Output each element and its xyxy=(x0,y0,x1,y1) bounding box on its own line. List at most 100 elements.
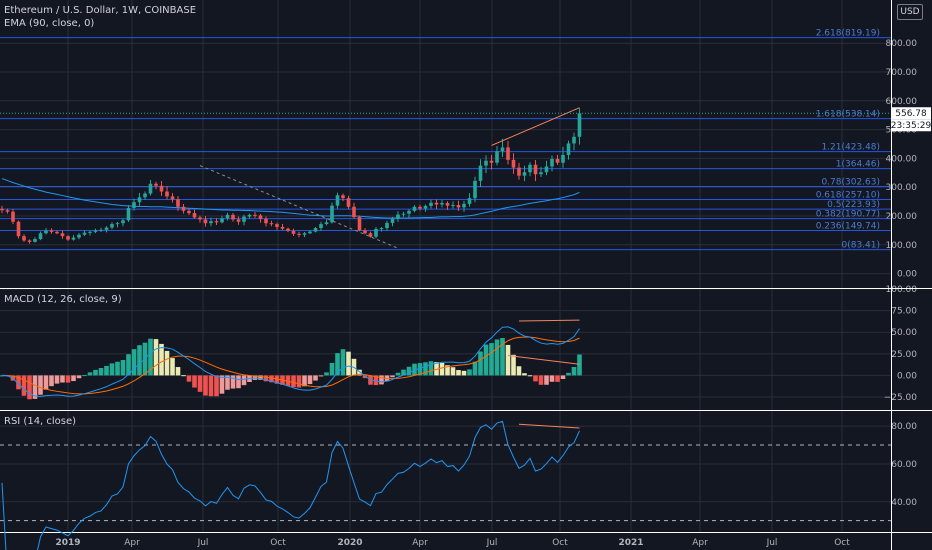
macd-histogram-bar xyxy=(511,354,516,376)
macd-histogram-bar xyxy=(390,375,395,378)
macd-histogram-bar xyxy=(296,375,302,388)
candle-body xyxy=(253,214,257,216)
macd-histogram-bar xyxy=(417,363,423,376)
macd-histogram-bar xyxy=(148,338,153,376)
candle-body xyxy=(198,217,202,220)
candle-body xyxy=(275,224,279,227)
candle-body xyxy=(423,205,428,209)
candle-body xyxy=(445,203,450,206)
candle-body xyxy=(561,154,565,163)
fib-level-label: 2.618(819.19) xyxy=(816,29,880,39)
fib-level-label: 1.21(423.48) xyxy=(821,143,880,153)
candle-body xyxy=(209,221,213,224)
candle-body xyxy=(126,207,131,221)
candle-body xyxy=(33,239,37,242)
candle-body xyxy=(451,205,455,207)
candle-body xyxy=(374,228,378,237)
candle-body xyxy=(258,215,263,219)
candle-body xyxy=(82,232,87,235)
macd-histogram-bar xyxy=(577,354,582,376)
macd-histogram-bar xyxy=(16,375,21,390)
candle-body xyxy=(550,158,554,167)
macd-histogram-bar xyxy=(373,375,379,386)
macd-histogram-bar xyxy=(318,375,324,377)
macd-histogram-bar xyxy=(406,366,412,376)
macd-line xyxy=(1,326,580,397)
candle-body xyxy=(99,229,103,231)
candle-body xyxy=(506,147,510,160)
macd-histogram-bar xyxy=(159,343,164,376)
candle-body xyxy=(297,233,301,235)
candle-body xyxy=(500,147,505,152)
macd-histogram-bar xyxy=(362,375,368,379)
candle-body xyxy=(566,143,571,155)
macd-histogram-bar xyxy=(527,375,533,377)
candle-body xyxy=(236,219,241,222)
countdown-tag-background xyxy=(892,119,931,132)
macd-histogram-bar xyxy=(269,375,274,383)
candle-body xyxy=(379,228,384,230)
candle-body xyxy=(313,228,318,232)
macd-histogram-bar xyxy=(208,375,214,397)
candle-body xyxy=(555,158,560,163)
x-tick-label: Apr xyxy=(692,538,708,548)
macd-histogram-bar xyxy=(500,338,505,376)
price-y-tick-label: 700.00 xyxy=(886,68,918,78)
macd-histogram-bar xyxy=(302,375,307,387)
candle-body xyxy=(5,210,10,212)
candle-body xyxy=(269,223,274,225)
candle-body xyxy=(412,206,417,211)
candle-body xyxy=(341,195,345,199)
macd-histogram-bar xyxy=(153,339,159,376)
candle-body xyxy=(148,183,153,194)
candle-body xyxy=(60,233,65,237)
fib-level-label: 0.5(223.93) xyxy=(827,200,880,210)
macd-histogram-bar xyxy=(274,375,280,384)
fib-level-label: 0.236(149.74) xyxy=(816,221,880,231)
macd-histogram-bar xyxy=(82,375,87,377)
x-tick-label: Apr xyxy=(412,538,428,548)
macd-histogram-bar xyxy=(98,368,104,376)
candle-body xyxy=(319,224,323,229)
macd-histogram-bar xyxy=(324,372,329,376)
macd-histogram-bar xyxy=(87,372,93,376)
candle-body xyxy=(577,113,582,137)
macd-histogram-bar xyxy=(236,375,241,389)
currency-button[interactable]: USD xyxy=(897,4,923,20)
price-y-tick-label: 0.00 xyxy=(897,270,917,280)
candle-body xyxy=(264,218,268,224)
macd-histogram-bar xyxy=(560,375,566,380)
macd-histogram-bar xyxy=(131,349,137,376)
macd-histogram-bar xyxy=(555,375,560,382)
fib-level-label: 1(364.46) xyxy=(836,160,880,170)
candle-body xyxy=(462,203,466,208)
x-tick-label: Apr xyxy=(124,538,140,548)
candle-body xyxy=(115,223,120,225)
candle-body xyxy=(143,193,147,198)
macd-histogram-bar xyxy=(225,375,230,390)
rsi-divergence-line xyxy=(518,423,580,429)
macd-histogram-bar xyxy=(175,367,181,376)
candle-body xyxy=(231,214,235,220)
macd-histogram-bar xyxy=(285,375,291,386)
macd-histogram-bar xyxy=(329,362,335,376)
macd-histogram-bar xyxy=(214,375,219,397)
macd-histogram-bar xyxy=(38,375,43,395)
candle-body xyxy=(0,208,4,211)
macd-y-tick-label: 25.00 xyxy=(891,350,917,360)
candle-body xyxy=(132,202,136,208)
candle-body xyxy=(121,220,125,224)
rsi-y-tick-label: 80.00 xyxy=(891,422,917,432)
candle-body xyxy=(346,198,351,207)
macd-histogram-bar xyxy=(549,375,555,382)
macd-y-tick-label: −25.00 xyxy=(884,393,918,403)
price-y-tick-label: 300.00 xyxy=(886,183,918,193)
rsi-line xyxy=(1,420,580,550)
candle-body xyxy=(38,233,43,240)
macd-histogram-bar xyxy=(263,375,269,382)
price-tag: 556.78 xyxy=(895,109,927,119)
macd-histogram-bar xyxy=(395,372,401,376)
candle-body xyxy=(170,196,175,200)
candle-body xyxy=(225,214,230,219)
